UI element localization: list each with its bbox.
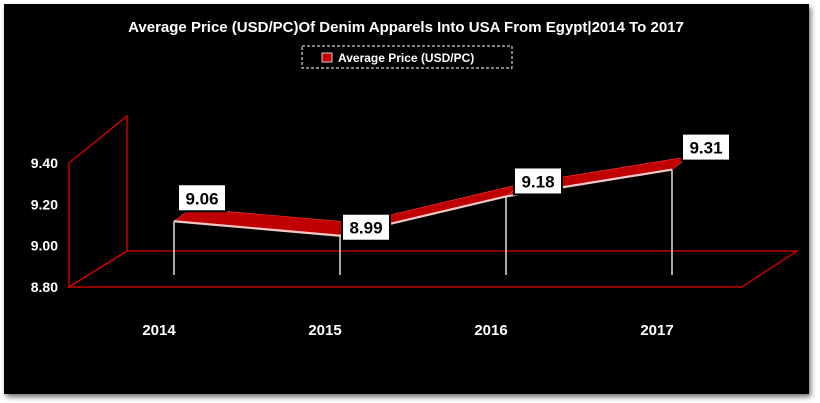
data-label: 9.31 xyxy=(689,139,722,158)
y-axis-ticks: 8.80 9.00 9.20 9.40 xyxy=(31,155,58,295)
chart: Average Price (USD/PC)Of Denim Apparels … xyxy=(31,19,800,339)
data-label-box xyxy=(177,183,227,213)
data-label: 9.18 xyxy=(521,172,554,191)
series-ribbon xyxy=(173,156,690,237)
data-label: 9.06 xyxy=(185,189,218,208)
x-tick-label: 2014 xyxy=(142,322,176,339)
drop-lines xyxy=(173,169,673,275)
chart-title: Average Price (USD/PC)Of Denim Apparels … xyxy=(128,19,684,36)
y-tick-label: 9.00 xyxy=(31,238,58,254)
axes xyxy=(66,114,800,289)
data-label: 8.99 xyxy=(349,219,382,238)
x-tick-label: 2016 xyxy=(474,322,507,339)
left-wall xyxy=(68,114,128,289)
y-tick-label: 9.40 xyxy=(31,155,58,171)
data-labels: 9.06 8.99 9.18 9.31 xyxy=(177,132,731,242)
data-label-box xyxy=(513,166,563,196)
data-label-box xyxy=(681,132,731,162)
legend: Average Price (USD/PC) xyxy=(301,45,513,69)
floor-plane xyxy=(66,250,800,288)
x-tick-label: 2015 xyxy=(308,322,341,339)
chart-frame: Average Price (USD/PC)Of Denim Apparels … xyxy=(4,4,809,394)
ribbon-edge xyxy=(173,220,341,237)
legend-label: Average Price (USD/PC) xyxy=(338,51,474,65)
legend-box xyxy=(301,45,513,69)
data-label-box xyxy=(341,212,391,242)
x-axis-ticks: 2014 2015 2016 2017 xyxy=(142,322,673,339)
legend-swatch xyxy=(321,52,333,63)
ribbon-segment xyxy=(173,207,358,237)
y-tick-label: 8.80 xyxy=(31,279,58,295)
x-tick-label: 2017 xyxy=(640,322,673,339)
y-tick-label: 9.20 xyxy=(31,196,58,212)
